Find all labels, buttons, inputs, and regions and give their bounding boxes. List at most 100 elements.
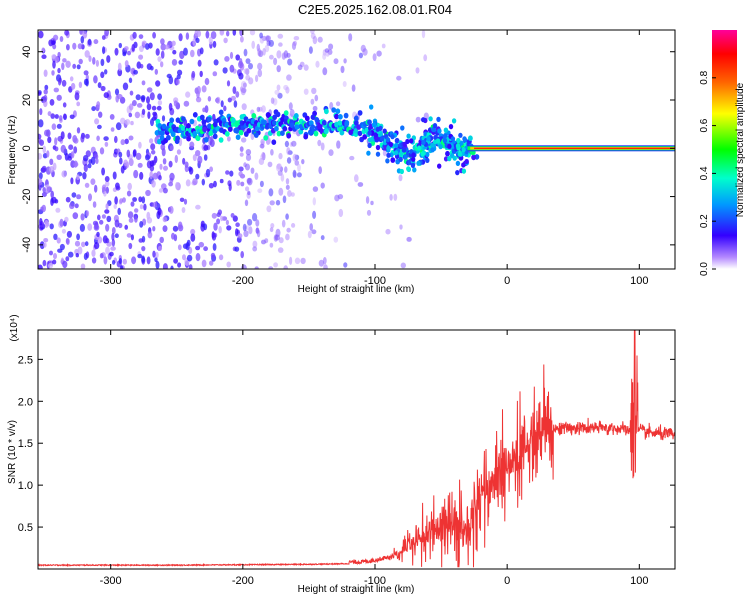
spectrogram-speckle (73, 160, 78, 168)
spectrogram-speckle (52, 60, 56, 69)
spectrogram-speckle (130, 120, 134, 126)
spectrogram-speckle (213, 222, 218, 231)
spectrogram-speckle (44, 129, 50, 137)
spectrogram-speckle (83, 252, 88, 261)
spectrogram-branch-cell (455, 170, 460, 176)
spectrogram-speckle (69, 76, 74, 82)
colorbar-ticks: 0.0 0.2 0.4 0.6 0.8 (699, 70, 716, 276)
spectrogram-ridge-cell (218, 137, 224, 143)
spectrogram-speckle (212, 40, 217, 48)
spectrogram-speckle (157, 93, 163, 100)
spectrogram-speckle (421, 30, 426, 39)
spectrogram-ridge-cell (348, 129, 354, 136)
colorbar: 0.0 0.2 0.4 0.6 0.8 Normalized spectral ampl… (699, 30, 746, 276)
spectrogram-speckle (114, 233, 119, 238)
spectrogram-speckle (49, 99, 55, 106)
spectrogram-speckle (127, 50, 131, 56)
spectrogram-speckle (134, 216, 138, 223)
spectrogram-speckle (92, 57, 96, 65)
spectrogram-ridge-cell (471, 154, 476, 161)
spectrogram-speckle (273, 57, 278, 66)
spectrogram-ridge-cell (286, 133, 292, 139)
spectrogram-branch-cell (428, 116, 433, 122)
spectrogram-speckle (100, 58, 105, 67)
spectrogram-speckle (209, 166, 214, 172)
spectrogram-speckle (169, 172, 175, 181)
spectrogram-branch-cell (386, 145, 391, 151)
spectrogram-speckle (389, 194, 393, 201)
spectrogram-speckle (234, 246, 240, 252)
spectrogram-speckle (318, 166, 323, 175)
spectrogram-speckle (46, 150, 50, 158)
spectrogram-speckle (72, 63, 77, 69)
spectrogram-speckle (74, 203, 79, 209)
spectrogram-speckle (41, 54, 47, 59)
spectrogram-speckle (155, 80, 161, 87)
spectrogram-speckle (308, 46, 313, 54)
spectrogram-speckle (146, 217, 153, 224)
spectrogram-speckle (58, 78, 62, 86)
spectrogram-speckle (97, 124, 102, 130)
spectrogram-speckle (312, 197, 316, 206)
spectrogram-speckle (109, 251, 114, 257)
spectrogram-ridge-cell (353, 120, 359, 126)
spectrogram-branch-cell (458, 132, 463, 138)
snr-x-tick-label: 100 (630, 575, 648, 587)
spectrogram-ridge-cell (253, 132, 259, 138)
spectrogram-speckle (51, 123, 57, 130)
spectrogram-speckle (43, 238, 49, 243)
spectrogram-ridge-cell (157, 138, 162, 145)
spectrogram-speckle (238, 166, 244, 172)
spectrogram-speckle (124, 224, 128, 230)
spectrogram-speckle (277, 247, 284, 253)
spectrogram-speckle (62, 260, 68, 269)
spectrogram-speckle (147, 231, 153, 239)
spectrogram-speckle (166, 73, 172, 79)
spectrogram-speckle (218, 226, 222, 234)
spectrogram-branch-cell (390, 134, 395, 140)
spectrogram-ridge-cell (339, 129, 345, 136)
spectrogram-speckle (204, 77, 210, 86)
spectrogram-branch-cell (456, 137, 461, 144)
spectrogram-speckle (415, 67, 420, 74)
spectrogram-speckle (235, 228, 239, 237)
spectrogram-speckle (80, 263, 86, 269)
spectrogram-speckle (189, 141, 195, 149)
spectrogram-ridge-cell (227, 126, 233, 132)
spectrogram-speckle (53, 253, 57, 260)
spectrogram-speckle (229, 51, 234, 60)
spectrogram-speckle (46, 186, 53, 193)
spectrogram-speckle (42, 145, 47, 154)
spectrogram-speckle (423, 54, 428, 62)
snr-y-tick-label: 2.0 (18, 396, 33, 408)
spectrogram-speckle (38, 30, 44, 39)
spectrogram-speckle (220, 100, 224, 108)
spectrogram-speckle (113, 204, 117, 209)
spectrogram-speckle (267, 161, 273, 168)
spectrogram-speckle (103, 92, 110, 99)
spectrogram-branch-cell (406, 166, 411, 172)
spectrogram-speckle (126, 149, 131, 158)
spectrogram-speckle (105, 203, 109, 210)
spectrogram-x-tick-label: -200 (232, 275, 254, 287)
spectrogram-ridge-cell (235, 134, 241, 140)
figure-title: C2E5.2025.162.08.01.R04 (298, 2, 452, 17)
spectrogram-ridge-cell (390, 157, 396, 163)
spectrogram-speckle (190, 49, 195, 58)
spectrogram-speckle (292, 153, 298, 162)
spectrogram-speckle (111, 232, 115, 241)
spectrogram-speckle (48, 166, 55, 173)
spectrogram-branch-cell (385, 137, 391, 143)
spectrogram-speckle (62, 102, 67, 108)
spectrogram-speckle (270, 149, 274, 156)
spectrogram-speckle (195, 173, 200, 180)
spectrogram-ridge-cell (161, 123, 167, 130)
spectrogram-speckle (179, 197, 185, 202)
spectrogram-x-tick-label: 0 (504, 275, 510, 287)
spectrogram-speckle (297, 64, 303, 71)
spectrogram-speckle (133, 169, 139, 179)
spectrogram-speckle (90, 178, 96, 185)
spectrogram-speckle (155, 260, 160, 269)
